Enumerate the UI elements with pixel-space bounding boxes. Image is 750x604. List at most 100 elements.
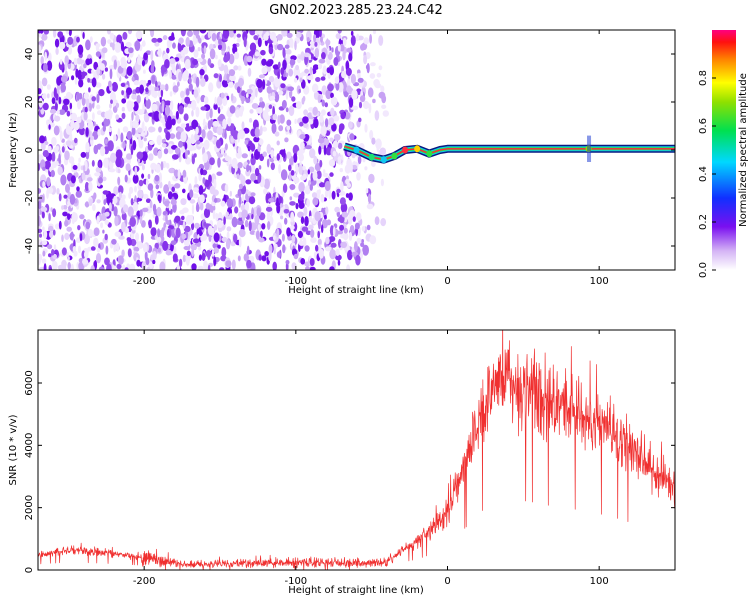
noise-speckle bbox=[348, 192, 353, 201]
noise-speckle bbox=[270, 149, 275, 159]
noise-speckle bbox=[306, 36, 310, 43]
noise-speckle bbox=[155, 184, 160, 190]
noise-speckle bbox=[141, 59, 146, 67]
noise-speckle bbox=[225, 239, 231, 250]
noise-speckle bbox=[309, 66, 313, 75]
noise-speckle bbox=[277, 61, 281, 69]
noise-speckle bbox=[169, 91, 173, 97]
noise-speckle bbox=[259, 97, 263, 103]
noise-speckle bbox=[308, 224, 314, 230]
noise-speckle bbox=[325, 89, 332, 100]
noise-speckle bbox=[213, 247, 219, 254]
noise-speckle bbox=[357, 156, 362, 165]
noise-speckle bbox=[307, 112, 313, 119]
noise-speckle bbox=[153, 86, 160, 92]
noise-speckle bbox=[298, 240, 305, 246]
noise-speckle bbox=[238, 77, 244, 87]
noise-speckle bbox=[62, 205, 68, 210]
noise-speckle bbox=[317, 230, 321, 239]
noise-speckle bbox=[133, 255, 137, 262]
noise-speckle bbox=[124, 174, 128, 183]
noise-speckle bbox=[200, 77, 206, 87]
noise-speckle bbox=[38, 30, 44, 35]
noise-speckle bbox=[378, 65, 383, 71]
noise-speckle bbox=[203, 118, 206, 127]
noise-speckle bbox=[143, 80, 147, 88]
noise-speckle bbox=[193, 153, 197, 158]
noise-speckle bbox=[127, 56, 131, 63]
noise-speckle bbox=[58, 220, 62, 230]
noise-speckle bbox=[83, 92, 90, 100]
noise-speckle bbox=[248, 220, 252, 232]
noise-speckle bbox=[164, 105, 171, 116]
noise-speckle bbox=[77, 225, 81, 231]
noise-speckle bbox=[217, 115, 225, 122]
noise-speckle bbox=[103, 117, 111, 127]
noise-speckle bbox=[337, 30, 342, 34]
noise-speckle bbox=[117, 176, 121, 186]
noise-speckle bbox=[246, 259, 252, 269]
noise-speckle bbox=[84, 181, 89, 192]
noise-speckle bbox=[224, 73, 227, 81]
noise-speckle bbox=[65, 91, 72, 101]
noise-speckle bbox=[155, 163, 161, 173]
noise-speckle bbox=[134, 185, 137, 193]
noise-speckle bbox=[192, 34, 197, 46]
noise-speckle bbox=[53, 87, 57, 98]
noise-speckle bbox=[263, 33, 269, 41]
noise-speckle bbox=[286, 151, 292, 159]
noise-speckle bbox=[254, 51, 260, 57]
noise-speckle bbox=[38, 228, 43, 233]
noise-speckle bbox=[104, 219, 109, 225]
noise-speckle bbox=[98, 161, 101, 169]
noise-speckle bbox=[310, 237, 317, 244]
noise-speckle bbox=[317, 219, 322, 230]
noise-speckle bbox=[231, 157, 238, 169]
noise-speckle bbox=[49, 122, 55, 128]
noise-speckle bbox=[195, 76, 200, 88]
noise-speckle bbox=[52, 30, 57, 38]
noise-speckle bbox=[85, 201, 89, 208]
noise-speckle bbox=[151, 103, 158, 112]
noise-speckle bbox=[128, 30, 132, 35]
noise-speckle bbox=[143, 111, 150, 123]
noise-speckle bbox=[268, 197, 275, 203]
noise-speckle bbox=[100, 36, 107, 47]
noise-speckle bbox=[67, 262, 71, 270]
noise-speckle bbox=[217, 106, 221, 114]
noise-speckle bbox=[213, 104, 218, 110]
noise-speckle bbox=[351, 251, 359, 257]
noise-speckle bbox=[162, 35, 168, 41]
noise-speckle bbox=[276, 251, 281, 258]
noise-speckle bbox=[363, 54, 368, 65]
noise-speckle bbox=[332, 226, 336, 237]
noise-speckle bbox=[120, 41, 125, 52]
noise-speckle bbox=[88, 181, 93, 192]
noise-speckle bbox=[314, 211, 321, 222]
noise-speckle bbox=[61, 138, 65, 143]
noise-speckle bbox=[205, 202, 211, 210]
noise-speckle bbox=[267, 221, 271, 230]
noise-speckle bbox=[220, 41, 227, 53]
noise-speckle bbox=[121, 90, 124, 96]
signal-blob bbox=[368, 153, 375, 161]
noise-speckle bbox=[121, 212, 127, 221]
noise-speckle bbox=[95, 51, 101, 57]
noise-speckle bbox=[195, 106, 200, 118]
noise-speckle bbox=[186, 250, 191, 257]
noise-speckle bbox=[139, 214, 143, 224]
noise-speckle bbox=[223, 64, 229, 75]
noise-speckle bbox=[240, 175, 246, 187]
noise-speckle bbox=[209, 108, 213, 119]
noise-speckle bbox=[38, 194, 45, 203]
noise-speckle bbox=[144, 125, 148, 136]
noise-speckle bbox=[110, 152, 117, 163]
noise-speckle bbox=[328, 117, 335, 126]
noise-speckle bbox=[206, 111, 210, 120]
noise-speckle bbox=[288, 105, 295, 117]
noise-speckle bbox=[229, 190, 232, 197]
noise-speckle bbox=[98, 89, 105, 97]
noise-speckle bbox=[278, 125, 284, 132]
noise-speckle bbox=[342, 81, 348, 92]
